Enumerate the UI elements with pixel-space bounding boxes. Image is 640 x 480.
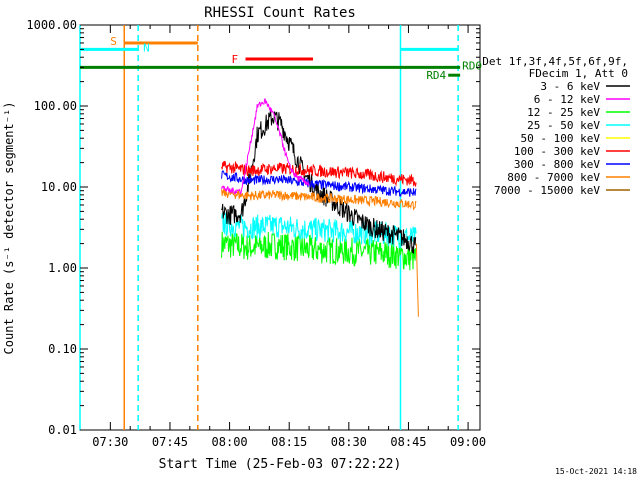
y-tick-label: 0.01 [48,423,77,437]
x-axis-ticks: 07:30 07:45 08:00 08:15 08:30 08:45 09:00 [92,25,486,449]
chart-title: RHESSI Count Rates [204,5,356,21]
series-end-drop [415,243,419,317]
x-tick-label: 09:00 [450,435,486,449]
plot-frame [79,24,481,431]
y-tick-label: 10.00 [41,180,77,194]
legend-item-label: 300 - 800 keV [514,158,600,171]
flag-label-s: S [110,35,117,48]
x-tick-label: 08:15 [271,435,307,449]
legend-item-label: 6 - 12 keV [534,93,601,106]
flag-label-n: N [143,41,150,54]
x-tick-label: 07:45 [152,435,188,449]
series-line-800-7000- [221,188,417,211]
legend-item-label: 7000 - 15000 keV [494,184,600,197]
series-line-6-12- [221,98,310,195]
series-line-100-300- [221,160,417,188]
x-tick-label: 08:45 [390,435,426,449]
y-tick-label: 1000.00 [26,18,77,32]
legend-item-label: 800 - 7000 keV [507,171,600,184]
series-line-12-25- [221,231,417,271]
series-line-25-50- [221,212,417,249]
legend-header: Det 1f,3f,4f,5f,6f,9f, [482,55,628,68]
y-tick-label: 100.00 [34,99,77,113]
timestamp: 15-Oct-2021 14:18 [555,467,637,476]
series-lines [221,98,419,317]
legend-item-label: 25 - 50 keV [527,119,600,132]
flag-bars: S N F RD0 RD4 [80,35,482,82]
y-tick-label: 0.10 [48,342,77,356]
legend-item-label: 100 - 300 keV [514,145,600,158]
x-tick-label: 08:00 [212,435,248,449]
y-axis-label: Count Rate (s⁻¹ detector segment⁻¹) [2,102,16,355]
vertical-markers [79,25,459,430]
series-line-300-800- [221,170,417,198]
x-tick-label: 07:30 [92,435,128,449]
legend: Det 1f,3f,4f,5f,6f,9f,FDecim 1, Att 03 -… [482,55,630,197]
legend-item-label: 12 - 25 keV [527,106,600,119]
x-tick-label: 08:30 [331,435,367,449]
x-axis-label: Start Time (25-Feb-03 07:22:22) [159,457,402,472]
flag-label-f: F [231,53,238,66]
flag-label-rd0: RD0 [462,59,482,72]
legend-header: FDecim 1, Att 0 [529,67,628,80]
legend-item-label: 50 - 100 keV [521,132,601,145]
flag-label-rd4: RD4 [426,69,446,82]
y-axis-ticks: 0.01 0.10 1.00 10.00 100.00 1000.00 [26,18,480,437]
legend-item-label: 3 - 6 keV [540,80,600,93]
y-tick-label: 1.00 [48,261,77,275]
